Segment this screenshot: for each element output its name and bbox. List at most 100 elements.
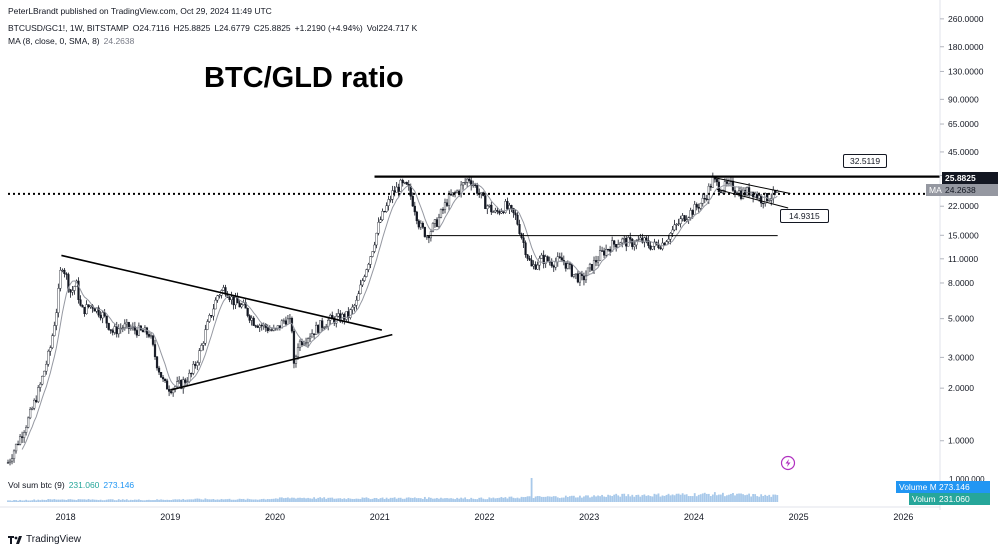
x-tick-label: 2024 [684, 512, 704, 522]
candle-body [157, 367, 161, 373]
candle-body [359, 284, 362, 295]
candle-body [25, 427, 28, 433]
candle-body [383, 211, 386, 213]
candle-body [8, 460, 12, 463]
volume-bar [41, 499, 44, 502]
volume-ma-flag-label: Volume MA [896, 481, 942, 493]
tradingview-footer[interactable]: TradingView [8, 534, 81, 545]
candle-body [455, 190, 459, 193]
candle-body [35, 399, 38, 402]
candle-body [93, 308, 96, 312]
y-tick-label: 180.0000 [948, 42, 984, 52]
candle-body [155, 356, 159, 369]
candle-body [14, 443, 18, 452]
candle-body [425, 236, 428, 238]
volume-bar [587, 495, 589, 502]
volume-bar [349, 498, 352, 502]
volume-bar [236, 499, 239, 502]
volume-bar [464, 497, 467, 502]
candle-body [339, 313, 342, 322]
candle-body [33, 399, 36, 409]
x-tick-label: 2021 [370, 512, 390, 522]
volume-bar [49, 499, 52, 502]
candle-body [260, 325, 263, 327]
candle-body [514, 212, 517, 216]
candle-body [532, 264, 535, 267]
volume-bar [208, 499, 211, 502]
candle-body [355, 299, 358, 306]
candle-body [502, 211, 505, 213]
candle-body [705, 198, 708, 200]
volume-bar [381, 497, 384, 502]
volume-bar [552, 496, 555, 502]
volume-bar [637, 494, 640, 502]
candle-body [81, 305, 84, 308]
volume-bar [530, 478, 533, 502]
candle-body [284, 320, 288, 325]
volume-bar [738, 493, 740, 502]
candle-body [572, 274, 575, 277]
candle-body [411, 196, 414, 207]
candle-body [73, 286, 76, 291]
volume-bar [752, 494, 755, 502]
volume-bar [504, 497, 507, 502]
candle-body [105, 315, 108, 324]
volume-bar [311, 498, 313, 502]
candle-body [516, 214, 519, 225]
candle-body [719, 191, 722, 193]
candle-body [27, 417, 30, 428]
volume-bar [190, 499, 193, 502]
candle-body [343, 314, 346, 320]
candle-body [399, 179, 402, 192]
volume-bar [391, 497, 394, 502]
volume-bar [135, 499, 138, 502]
x-tick-label: 2022 [474, 512, 494, 522]
volume-bar [603, 496, 605, 502]
symbol-text[interactable]: BTCUSD/GC1!, 1W, BITSTAMP [8, 23, 129, 33]
volume-bar [89, 499, 92, 502]
ma-legend[interactable]: MA (8, close, 0, SMA, 8) 24.2638 [8, 36, 138, 46]
support-label[interactable]: 14.9315 [780, 209, 829, 223]
resistance-label[interactable]: 32.5119 [843, 154, 888, 168]
candle-body [16, 443, 20, 446]
candle-body [292, 330, 296, 364]
x-tick-label: 2023 [579, 512, 599, 522]
candle-body [560, 257, 563, 261]
volume-bar [581, 497, 583, 502]
candle-body [43, 370, 46, 377]
volume-bar [774, 494, 777, 502]
volume-bar [329, 497, 332, 502]
candle-body [590, 263, 594, 271]
volume-bar [730, 493, 732, 502]
lightning-alert-icon[interactable] [780, 455, 796, 471]
volume-bar [434, 498, 436, 502]
candle-body [508, 205, 511, 209]
volume-bar [756, 496, 759, 502]
candle-body [498, 211, 501, 214]
candle-body [510, 205, 513, 209]
volume-bar [740, 493, 742, 502]
candle-body [218, 295, 221, 297]
volume-bar [651, 496, 654, 502]
volume-bar [715, 495, 718, 502]
candle-body [745, 187, 749, 196]
volume-bar [383, 498, 386, 502]
candle-body [63, 269, 66, 274]
volume-bar [186, 499, 189, 502]
volume-legend[interactable]: Vol sum btc (9) 231.060 273.146 [8, 480, 138, 490]
candle-body [659, 247, 662, 250]
candle-body [546, 256, 549, 262]
candle-body [651, 246, 654, 250]
candle-body [641, 237, 644, 243]
candle-body [544, 256, 547, 264]
candle-body [242, 302, 245, 305]
volume-bar [295, 498, 297, 502]
candle-body [89, 305, 92, 308]
volume-bar [317, 497, 320, 502]
volume-bar [736, 493, 738, 502]
candle-body [727, 180, 731, 184]
volume-bar [520, 496, 523, 502]
volume-bar [764, 494, 767, 502]
candle-body [433, 219, 437, 224]
